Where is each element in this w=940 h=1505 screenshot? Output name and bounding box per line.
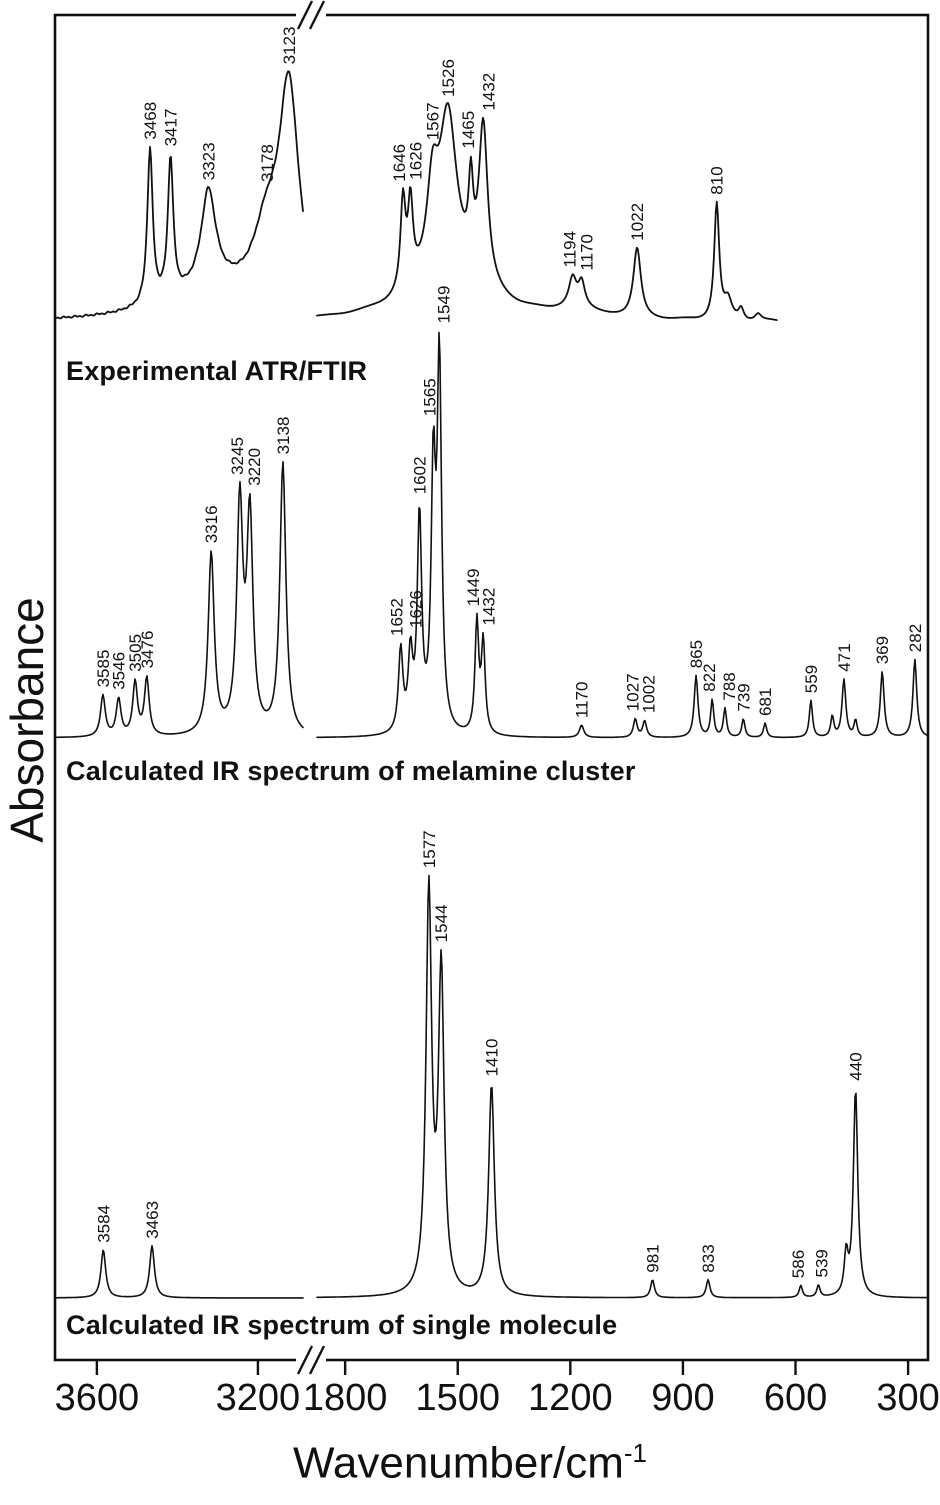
peak-label: 865 bbox=[687, 640, 706, 668]
x-axis-label-exponent: -1 bbox=[623, 1438, 648, 1468]
peak-label: 1027 bbox=[623, 673, 642, 711]
experimental-spectrum-title: Experimental ATR/FTIR bbox=[66, 356, 368, 386]
peak-label: 1465 bbox=[459, 111, 478, 149]
peak-label: 3584 bbox=[94, 1205, 113, 1243]
single-molecule-spectrum-title: Calculated IR spectrum of single molecul… bbox=[66, 1310, 618, 1340]
peak-label: 1526 bbox=[439, 59, 458, 97]
peak-label: 1565 bbox=[420, 378, 439, 416]
peak-label: 1170 bbox=[573, 682, 592, 719]
peak-label: 282 bbox=[906, 624, 925, 652]
spectrum-curve-1 bbox=[54, 331, 929, 739]
peak-label: 739 bbox=[734, 683, 753, 711]
peak-label: 539 bbox=[812, 1249, 831, 1277]
peak-label: 1432 bbox=[479, 588, 498, 626]
x-tick-label: 300 bbox=[876, 1377, 939, 1419]
peak-label: 3220 bbox=[245, 448, 264, 486]
peak-label: 1626 bbox=[407, 590, 426, 628]
peak-label: 1170 bbox=[578, 234, 597, 271]
peak-label: 3178 bbox=[258, 144, 277, 182]
x-axis-label-text: Wavenumber/cm bbox=[292, 1438, 624, 1488]
peak-label: 810 bbox=[708, 166, 727, 194]
peak-label: 3316 bbox=[202, 505, 221, 543]
peak-label: 822 bbox=[700, 663, 719, 691]
peak-label: 3245 bbox=[228, 437, 247, 475]
peak-label: 1567 bbox=[424, 102, 443, 140]
x-axis-label: Wavenumber/cm-1 bbox=[0, 1438, 940, 1489]
peak-label: 586 bbox=[789, 1250, 808, 1278]
peak-label: 3323 bbox=[199, 142, 218, 180]
peak-label: 3505 bbox=[126, 634, 145, 672]
plot-border bbox=[53, 13, 930, 1362]
peak-label: 1022 bbox=[628, 203, 647, 241]
x-tick-label: 1500 bbox=[415, 1377, 500, 1419]
peak-label: 1602 bbox=[411, 456, 430, 494]
peak-label: 3546 bbox=[110, 652, 129, 690]
peak-label: 3123 bbox=[280, 27, 299, 65]
peak-label: 3585 bbox=[94, 650, 113, 688]
cluster-spectrum-title: Calculated IR spectrum of melamine clust… bbox=[66, 756, 636, 786]
peak-label: 471 bbox=[835, 643, 854, 671]
peak-label: 3463 bbox=[143, 1201, 162, 1239]
axis-break-mark bbox=[296, 1345, 314, 1375]
peak-label: 788 bbox=[720, 672, 739, 700]
axis-break-mark bbox=[308, 1345, 326, 1375]
peak-label: 3476 bbox=[138, 631, 157, 669]
peak-label: 440 bbox=[847, 1052, 866, 1080]
peak-label: 1549 bbox=[434, 286, 453, 324]
spectrum-curve-0 bbox=[54, 70, 778, 321]
peak-label: 1449 bbox=[464, 568, 483, 606]
peak-label: 559 bbox=[802, 665, 821, 693]
peak-label: 833 bbox=[699, 1244, 718, 1272]
peak-label: 1432 bbox=[479, 73, 498, 111]
peak-label: 1194 bbox=[561, 231, 580, 268]
peak-label: 1410 bbox=[483, 1039, 502, 1077]
peak-label: 1577 bbox=[420, 830, 439, 868]
axis-break-mark bbox=[296, 0, 314, 30]
peak-label: 1646 bbox=[390, 144, 409, 182]
x-tick-label: 3600 bbox=[55, 1377, 140, 1419]
y-axis-label: Absorbance bbox=[1, 597, 53, 843]
x-tick-label: 1800 bbox=[303, 1377, 388, 1419]
x-tick-label: 1200 bbox=[528, 1377, 613, 1419]
peak-label: 369 bbox=[873, 636, 892, 664]
x-tick-label: 600 bbox=[764, 1377, 827, 1419]
peak-label: 1626 bbox=[407, 142, 426, 180]
x-tick-label: 900 bbox=[651, 1377, 714, 1419]
peak-label: 3417 bbox=[162, 109, 181, 147]
peak-label: 681 bbox=[756, 688, 775, 716]
spectrum-curve-2 bbox=[54, 874, 929, 1299]
axis-break-mark bbox=[308, 0, 326, 30]
peak-label: 3468 bbox=[141, 102, 160, 140]
peak-label: 1544 bbox=[432, 904, 451, 942]
peak-label: 1002 bbox=[640, 675, 659, 713]
peak-label: 981 bbox=[644, 1244, 663, 1272]
peak-label: 3138 bbox=[274, 417, 293, 455]
x-tick-label: 3200 bbox=[216, 1377, 301, 1419]
peak-label: 1652 bbox=[388, 598, 407, 636]
